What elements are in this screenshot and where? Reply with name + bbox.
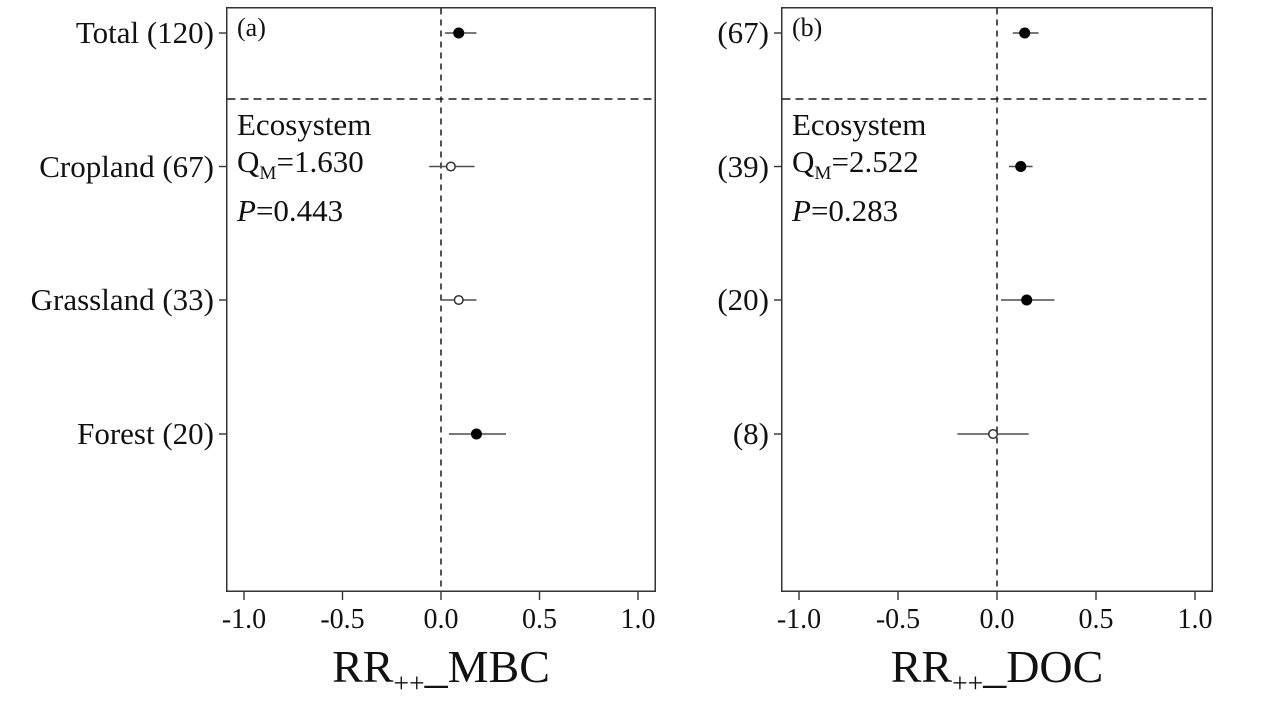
moderator-annotation-a: Ecosystem QM=1.630 P=0.443 bbox=[237, 106, 371, 229]
row-label: (8) bbox=[732, 416, 769, 451]
annotation-group-label: Ecosystem bbox=[237, 107, 372, 142]
plot-border bbox=[226, 7, 656, 592]
annotation-q-statistic: QM=2.522 bbox=[792, 144, 919, 185]
row-label: (67) bbox=[717, 15, 769, 50]
row-label: (20) bbox=[717, 282, 769, 317]
mean-marker-filled bbox=[1015, 160, 1027, 173]
annotation-group-label: Ecosystem bbox=[792, 107, 927, 142]
annotation-q-statistic: QM=1.630 bbox=[237, 144, 364, 185]
mean-marker-filled bbox=[470, 428, 483, 440]
x-tick-label: 1.0 bbox=[620, 604, 656, 635]
row-label: Cropland (67) bbox=[39, 148, 214, 184]
panel-letter-a: (a) bbox=[237, 13, 266, 42]
mean-marker-filled bbox=[1019, 27, 1031, 39]
x-tick-label: 0.0 bbox=[979, 604, 1015, 635]
panel-letter-b: (b) bbox=[792, 13, 823, 42]
x-tick-label: -1.0 bbox=[221, 604, 267, 635]
mean-marker-filled bbox=[1021, 294, 1033, 306]
annotation-p-value: P=0.283 bbox=[792, 193, 899, 229]
x-tick-label: -0.5 bbox=[320, 604, 365, 635]
mean-marker-open bbox=[987, 428, 999, 440]
x-axis-title-a: RR++_MBC bbox=[332, 641, 550, 699]
row-label: Grassland (33) bbox=[30, 282, 214, 317]
row-label: Forest (20) bbox=[77, 416, 214, 451]
x-tick-label: 0.5 bbox=[1078, 604, 1114, 635]
plot-canvas-a bbox=[219, 7, 656, 600]
row-label: Total (120) bbox=[75, 15, 214, 50]
mean-marker-open bbox=[453, 294, 464, 306]
x-tick-label: 0.0 bbox=[423, 604, 459, 635]
x-tick-label: -0.5 bbox=[875, 604, 921, 635]
row-label: (39) bbox=[717, 148, 769, 184]
annotation-p-value: P=0.443 bbox=[237, 193, 344, 229]
x-axis-title-b: RR++_DOC bbox=[890, 641, 1104, 699]
x-tick-label: -1.0 bbox=[776, 604, 822, 635]
x-tick-label: 0.5 bbox=[522, 604, 557, 635]
mean-marker-open bbox=[445, 161, 456, 172]
mean-marker-filled bbox=[453, 27, 465, 39]
moderator-annotation-b: Ecosystem QM=2.522 P=0.283 bbox=[792, 106, 926, 229]
plot-border bbox=[781, 7, 1213, 592]
plot-canvas-b bbox=[774, 7, 1213, 600]
x-tick-label: 1.0 bbox=[1177, 604, 1213, 635]
